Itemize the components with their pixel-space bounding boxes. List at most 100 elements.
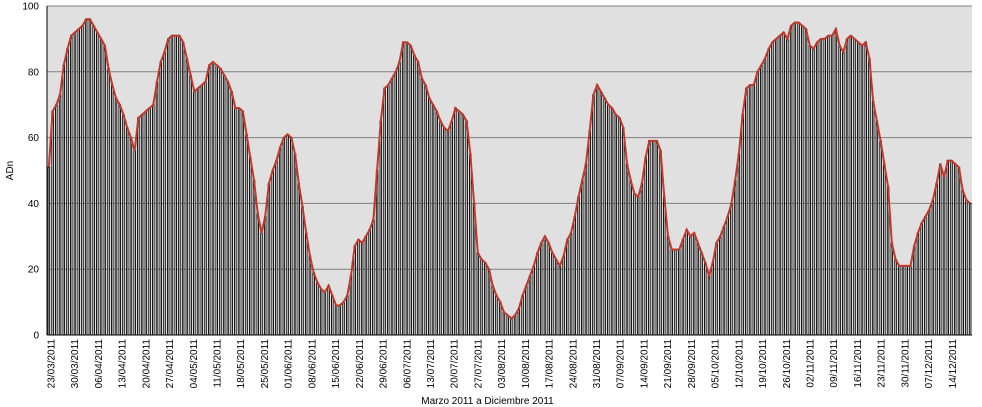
- bar: [178, 35, 181, 336]
- bar: [431, 104, 435, 336]
- x-tick-label: 16/11/2011: [853, 339, 864, 388]
- x-tick-label: 02/11/2011: [806, 339, 817, 388]
- bar: [812, 48, 815, 336]
- bar: [719, 235, 722, 336]
- bar: [297, 183, 300, 336]
- bar: [614, 114, 618, 336]
- bar: [782, 31, 785, 336]
- bar: [491, 285, 494, 336]
- x-tick-label: 25/05/2011: [260, 339, 271, 389]
- bar: [513, 314, 517, 336]
- bar: [681, 239, 685, 336]
- bar: [789, 25, 793, 336]
- bar: [416, 61, 420, 336]
- bar: [741, 114, 744, 336]
- bar: [96, 31, 99, 336]
- bar: [737, 153, 741, 336]
- bar: [510, 318, 513, 336]
- bar: [323, 291, 327, 336]
- bar: [569, 232, 573, 336]
- bar: [778, 35, 782, 336]
- bar: [107, 68, 110, 336]
- bar: [830, 35, 834, 336]
- x-tick-label: 26/10/2011: [782, 339, 793, 389]
- x-tick-label: 01/06/2011: [284, 339, 295, 389]
- bar: [677, 249, 681, 336]
- bar: [726, 216, 729, 336]
- bar: [379, 120, 383, 336]
- bar: [763, 58, 767, 336]
- bar: [931, 199, 935, 336]
- bar: [543, 235, 547, 336]
- bar: [342, 301, 345, 336]
- bar: [480, 258, 483, 336]
- bar: [204, 81, 207, 336]
- bar: [696, 242, 700, 336]
- bar: [383, 87, 386, 336]
- bar: [454, 107, 457, 336]
- x-tick-label: 11/05/2011: [213, 339, 224, 388]
- bar: [879, 140, 882, 336]
- bar: [92, 25, 95, 336]
- bar: [905, 265, 908, 336]
- bar: [327, 285, 330, 336]
- bar: [633, 193, 636, 336]
- bar: [924, 216, 927, 336]
- bar: [174, 35, 177, 336]
- bar: [152, 104, 155, 336]
- x-tick-label: 17/08/2011: [545, 339, 556, 389]
- x-tick-label: 24/08/2011: [568, 339, 579, 389]
- x-tick-label: 06/04/2011: [94, 339, 105, 389]
- bar: [502, 311, 506, 336]
- bar: [47, 166, 51, 336]
- bar: [372, 219, 375, 336]
- bar: [857, 41, 860, 336]
- bar: [435, 110, 439, 336]
- bar: [532, 265, 535, 336]
- y-tick-label: 100: [22, 2, 39, 13]
- bar: [860, 45, 864, 336]
- bar: [111, 84, 114, 336]
- bar: [278, 147, 282, 336]
- bar: [387, 84, 390, 336]
- bar: [99, 38, 103, 336]
- bar: [521, 295, 524, 336]
- bar: [648, 140, 651, 336]
- bar: [405, 41, 409, 336]
- bar: [968, 202, 972, 336]
- bar: [133, 150, 136, 336]
- bar: [125, 127, 129, 336]
- bar: [163, 51, 166, 336]
- bar: [939, 163, 942, 336]
- bar: [946, 160, 949, 336]
- bar: [234, 107, 237, 336]
- bar: [834, 28, 838, 336]
- bar: [103, 45, 107, 336]
- x-tick-label: 09/11/2011: [829, 339, 840, 388]
- bar: [957, 166, 961, 336]
- bar: [498, 301, 502, 336]
- bar: [208, 64, 211, 336]
- bar: [692, 232, 696, 336]
- bar: [409, 45, 412, 336]
- bar: [245, 133, 248, 336]
- bar: [760, 64, 763, 336]
- bar: [118, 104, 121, 336]
- bar: [461, 114, 465, 336]
- x-tick-label: 29/06/2011: [379, 339, 390, 389]
- bar: [219, 68, 222, 336]
- bar: [457, 110, 461, 336]
- bar: [222, 74, 226, 336]
- bar: [200, 84, 204, 336]
- bar: [592, 94, 595, 336]
- y-axis-title: ADn: [5, 161, 16, 180]
- x-tick-label: 19/10/2011: [758, 339, 769, 389]
- bar: [316, 281, 319, 336]
- bar: [666, 235, 670, 336]
- x-tick-label: 08/06/2011: [307, 339, 318, 389]
- bar: [349, 275, 353, 336]
- bar: [129, 137, 133, 336]
- bar: [674, 249, 677, 336]
- bar: [420, 77, 424, 336]
